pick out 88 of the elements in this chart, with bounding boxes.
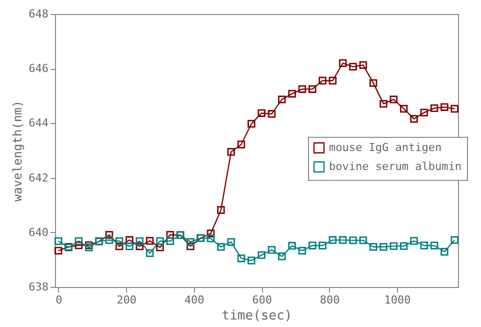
point	[288, 90, 296, 98]
point	[248, 256, 256, 264]
point	[54, 246, 62, 255]
point	[450, 104, 458, 113]
point	[308, 242, 316, 250]
point	[126, 242, 134, 250]
point	[85, 241, 93, 250]
y-tick-label: 648	[28, 8, 48, 20]
point	[359, 236, 368, 244]
point	[146, 249, 154, 258]
x-tick-label: 200	[116, 294, 137, 306]
y-tick-label: 644	[28, 116, 49, 130]
point	[74, 241, 83, 250]
point	[328, 76, 337, 84]
point	[268, 246, 276, 254]
point	[400, 242, 408, 250]
point	[420, 108, 428, 116]
legend-label: mouse IgG antigen	[329, 140, 442, 154]
point	[54, 237, 62, 245]
point	[237, 140, 246, 148]
point	[217, 243, 225, 251]
point	[156, 237, 164, 245]
point	[380, 243, 388, 251]
point	[186, 238, 194, 246]
point	[349, 62, 357, 71]
point	[227, 148, 235, 156]
point	[115, 242, 124, 250]
x-tick-label: 600	[252, 294, 272, 306]
point	[420, 242, 428, 250]
point	[430, 242, 438, 250]
point	[217, 206, 225, 214]
point	[450, 236, 458, 244]
point	[186, 242, 194, 250]
point	[440, 103, 448, 111]
x-tick-label: 800	[320, 294, 340, 306]
point	[105, 236, 114, 244]
point	[369, 79, 378, 87]
point	[278, 252, 286, 260]
point	[126, 236, 134, 244]
point	[237, 254, 246, 262]
point	[308, 85, 316, 93]
x-axis-title: time(sec)	[222, 308, 292, 324]
point	[338, 236, 347, 244]
point	[105, 230, 114, 239]
point	[156, 244, 164, 252]
y-tick-label: 638	[28, 280, 48, 294]
point	[430, 104, 438, 112]
point	[390, 96, 398, 104]
point	[166, 237, 174, 245]
point	[248, 120, 256, 128]
point	[390, 242, 398, 250]
point	[328, 236, 337, 244]
point	[400, 104, 408, 113]
point	[85, 244, 93, 252]
point	[268, 110, 276, 118]
point	[206, 234, 215, 242]
point	[136, 237, 144, 245]
point	[74, 237, 83, 245]
legend-label: bovine serum albumin	[329, 160, 462, 173]
point	[278, 96, 286, 104]
y-axis-title: wavelength(nm)	[10, 100, 25, 202]
y-tick-label: 642	[28, 171, 48, 184]
point	[338, 59, 347, 68]
point	[318, 76, 326, 84]
point	[349, 236, 357, 244]
point	[298, 246, 306, 255]
point	[227, 238, 235, 246]
point	[369, 243, 378, 251]
point	[146, 237, 154, 245]
point	[115, 237, 124, 245]
point	[136, 242, 144, 250]
point	[298, 85, 306, 93]
point	[318, 242, 326, 250]
point	[440, 248, 448, 256]
y-tick-label: 646	[28, 62, 48, 76]
x-tick-label: 1000	[384, 294, 411, 306]
point	[359, 61, 368, 69]
x-tick-label: 400	[184, 294, 204, 306]
point	[410, 114, 418, 123]
point	[288, 242, 296, 250]
point	[410, 237, 418, 245]
y-tick-label: 640	[28, 226, 48, 239]
point	[206, 230, 215, 238]
x-tick-label: 0	[56, 294, 62, 306]
point	[258, 109, 266, 117]
point	[258, 251, 266, 259]
point	[380, 100, 388, 108]
point	[166, 230, 174, 239]
